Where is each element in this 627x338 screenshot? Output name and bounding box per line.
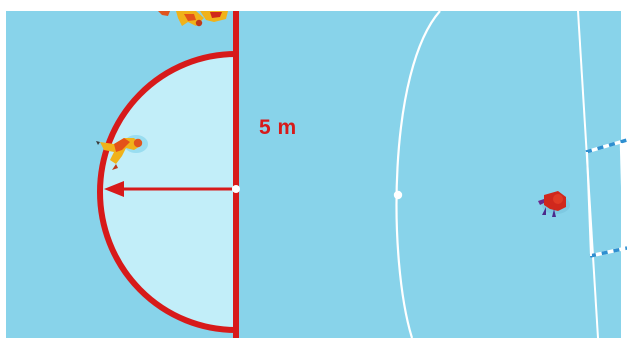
arrow-left-icon	[104, 181, 124, 197]
center-spot	[393, 190, 403, 200]
zone-fill	[100, 54, 236, 330]
radius-arrow	[104, 181, 232, 197]
distance-label: 5 m	[259, 116, 297, 139]
zone-center-spot	[232, 185, 240, 193]
player-red-icon	[538, 191, 570, 217]
player-yellow-icon	[96, 135, 148, 170]
goal-frame	[585, 138, 627, 258]
player-group-top-icon	[158, 11, 228, 27]
center-circle-arc	[395, 10, 441, 338]
zone-semicircle	[97, 51, 237, 333]
